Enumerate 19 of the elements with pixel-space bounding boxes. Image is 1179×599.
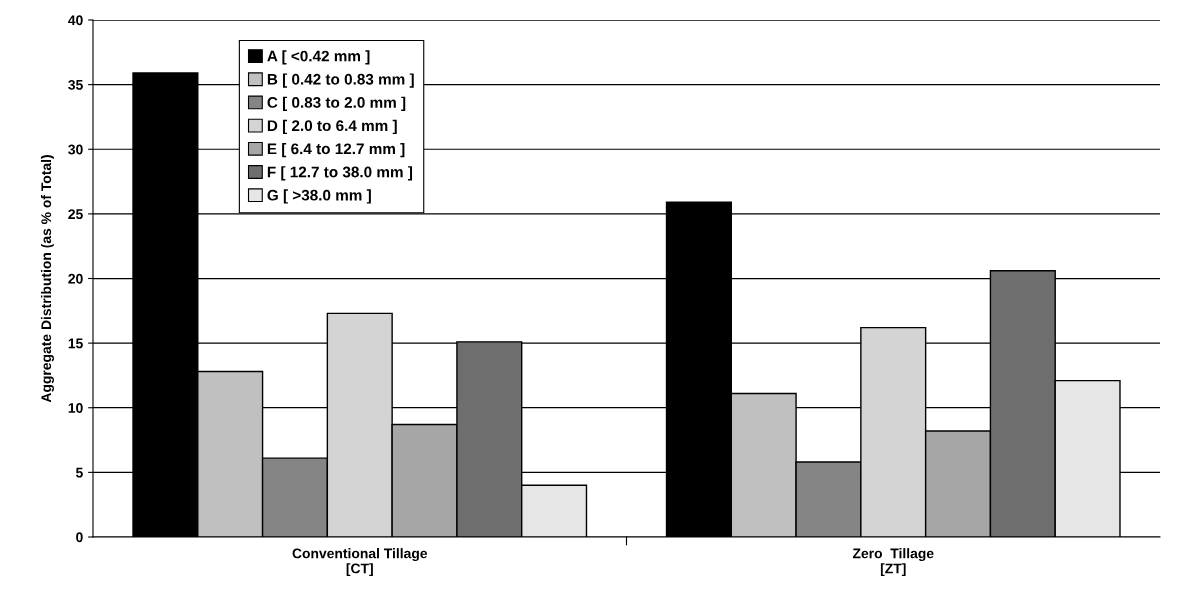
x-tick-label: Conventional Tillage [CT] [292, 548, 428, 577]
y-tick-label: 20 [68, 273, 83, 284]
y-tick-label: 15 [68, 338, 83, 349]
y-tick-label: 25 [68, 209, 83, 220]
y-tick-label: 0 [76, 532, 83, 543]
legend-label: F [ 12.7 to 38.0 mm ] [267, 166, 413, 181]
legend-label: B [ 0.42 to 0.83 mm ] [267, 73, 414, 88]
legend-label: A [ <0.42 mm ] [267, 50, 370, 65]
legend-label: E [ 6.4 to 12.7 mm ] [267, 143, 405, 158]
legend-label: C [ 0.83 to 2.0 mm ] [267, 96, 406, 111]
y-tick-label: 35 [68, 79, 83, 90]
y-axis-title: Aggregate Distribution (as % of Total) [40, 155, 54, 403]
legend-label: D [ 2.0 to 6.4 mm ] [267, 119, 397, 135]
y-tick-label: 40 [68, 15, 83, 26]
legend-label: G [ >38.0 mm ] [267, 189, 371, 204]
x-tick-label: Zero Tillage [ZT] [852, 548, 934, 577]
y-tick-label: 5 [75, 467, 83, 478]
y-tick-label: 30 [68, 144, 83, 155]
y-tick-label: 10 [68, 403, 83, 413]
